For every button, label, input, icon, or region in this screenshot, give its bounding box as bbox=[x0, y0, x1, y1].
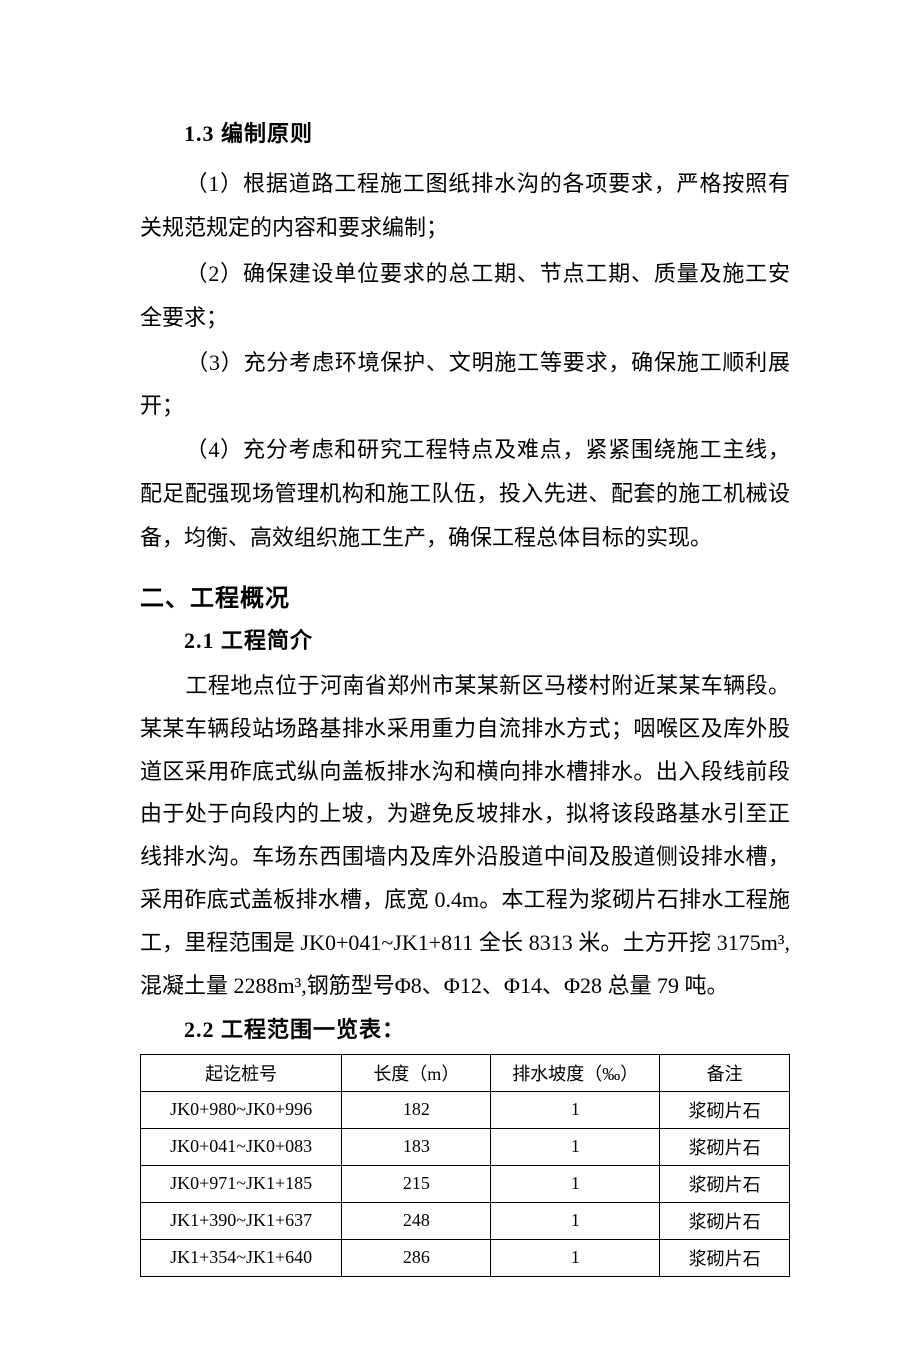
principle-item-4: （4）充分考虑和研究工程特点及难点，紧紧围绕施工主线，配足配强现场管理机构和施工… bbox=[140, 428, 790, 560]
col-header-slope: 排水坡度（‰） bbox=[491, 1054, 660, 1091]
table-header-row: 起讫桩号 长度（m） 排水坡度（‰） 备注 bbox=[141, 1054, 790, 1091]
principle-item-1: （1）根据道路工程施工图纸排水沟的各项要求，严格按照有关规范规定的内容和要求编制… bbox=[140, 162, 790, 250]
project-intro-body: 工程地点位于河南省郑州市某某新区马楼村附近某某车辆段。某某车辆段站场路基排水采用… bbox=[140, 665, 790, 1008]
cell-length: 286 bbox=[342, 1239, 491, 1276]
cell-length: 248 bbox=[342, 1202, 491, 1239]
cell-remark: 浆砌片石 bbox=[660, 1091, 790, 1128]
cell-station: JK0+980~JK0+996 bbox=[141, 1091, 342, 1128]
cell-slope: 1 bbox=[491, 1128, 660, 1165]
cell-station: JK0+971~JK1+185 bbox=[141, 1165, 342, 1202]
table-row: JK0+041~JK0+083 183 1 浆砌片石 bbox=[141, 1128, 790, 1165]
heading-2-2: 2.2 工程范围一览表： bbox=[184, 1012, 790, 1044]
cell-slope: 1 bbox=[491, 1202, 660, 1239]
col-header-station: 起讫桩号 bbox=[141, 1054, 342, 1091]
cell-remark: 浆砌片石 bbox=[660, 1202, 790, 1239]
scope-table: 起讫桩号 长度（m） 排水坡度（‰） 备注 JK0+980~JK0+996 18… bbox=[140, 1054, 790, 1277]
table-row: JK0+980~JK0+996 182 1 浆砌片石 bbox=[141, 1091, 790, 1128]
cell-remark: 浆砌片石 bbox=[660, 1239, 790, 1276]
cell-slope: 1 bbox=[491, 1239, 660, 1276]
col-header-length: 长度（m） bbox=[342, 1054, 491, 1091]
heading-2: 二、工程概况 bbox=[140, 578, 790, 613]
cell-remark: 浆砌片石 bbox=[660, 1128, 790, 1165]
cell-slope: 1 bbox=[491, 1165, 660, 1202]
cell-station: JK1+354~JK1+640 bbox=[141, 1239, 342, 1276]
cell-remark: 浆砌片石 bbox=[660, 1165, 790, 1202]
table-row: JK0+971~JK1+185 215 1 浆砌片石 bbox=[141, 1165, 790, 1202]
principle-item-2: （2）确保建设单位要求的总工期、节点工期、质量及施工安全要求； bbox=[140, 252, 790, 340]
heading-1-3: 1.3 编制原则 bbox=[184, 116, 790, 148]
table-row: JK1+390~JK1+637 248 1 浆砌片石 bbox=[141, 1202, 790, 1239]
cell-length: 182 bbox=[342, 1091, 491, 1128]
col-header-remark: 备注 bbox=[660, 1054, 790, 1091]
table-row: JK1+354~JK1+640 286 1 浆砌片石 bbox=[141, 1239, 790, 1276]
document-page: 1.3 编制原则 （1）根据道路工程施工图纸排水沟的各项要求，严格按照有关规范规… bbox=[0, 0, 920, 1357]
cell-station: JK1+390~JK1+637 bbox=[141, 1202, 342, 1239]
principle-item-3: （3）充分考虑环境保护、文明施工等要求，确保施工顺利展开； bbox=[140, 342, 790, 428]
heading-2-1: 2.1 工程简介 bbox=[184, 623, 790, 655]
cell-length: 183 bbox=[342, 1128, 491, 1165]
cell-station: JK0+041~JK0+083 bbox=[141, 1128, 342, 1165]
cell-slope: 1 bbox=[491, 1091, 660, 1128]
cell-length: 215 bbox=[342, 1165, 491, 1202]
